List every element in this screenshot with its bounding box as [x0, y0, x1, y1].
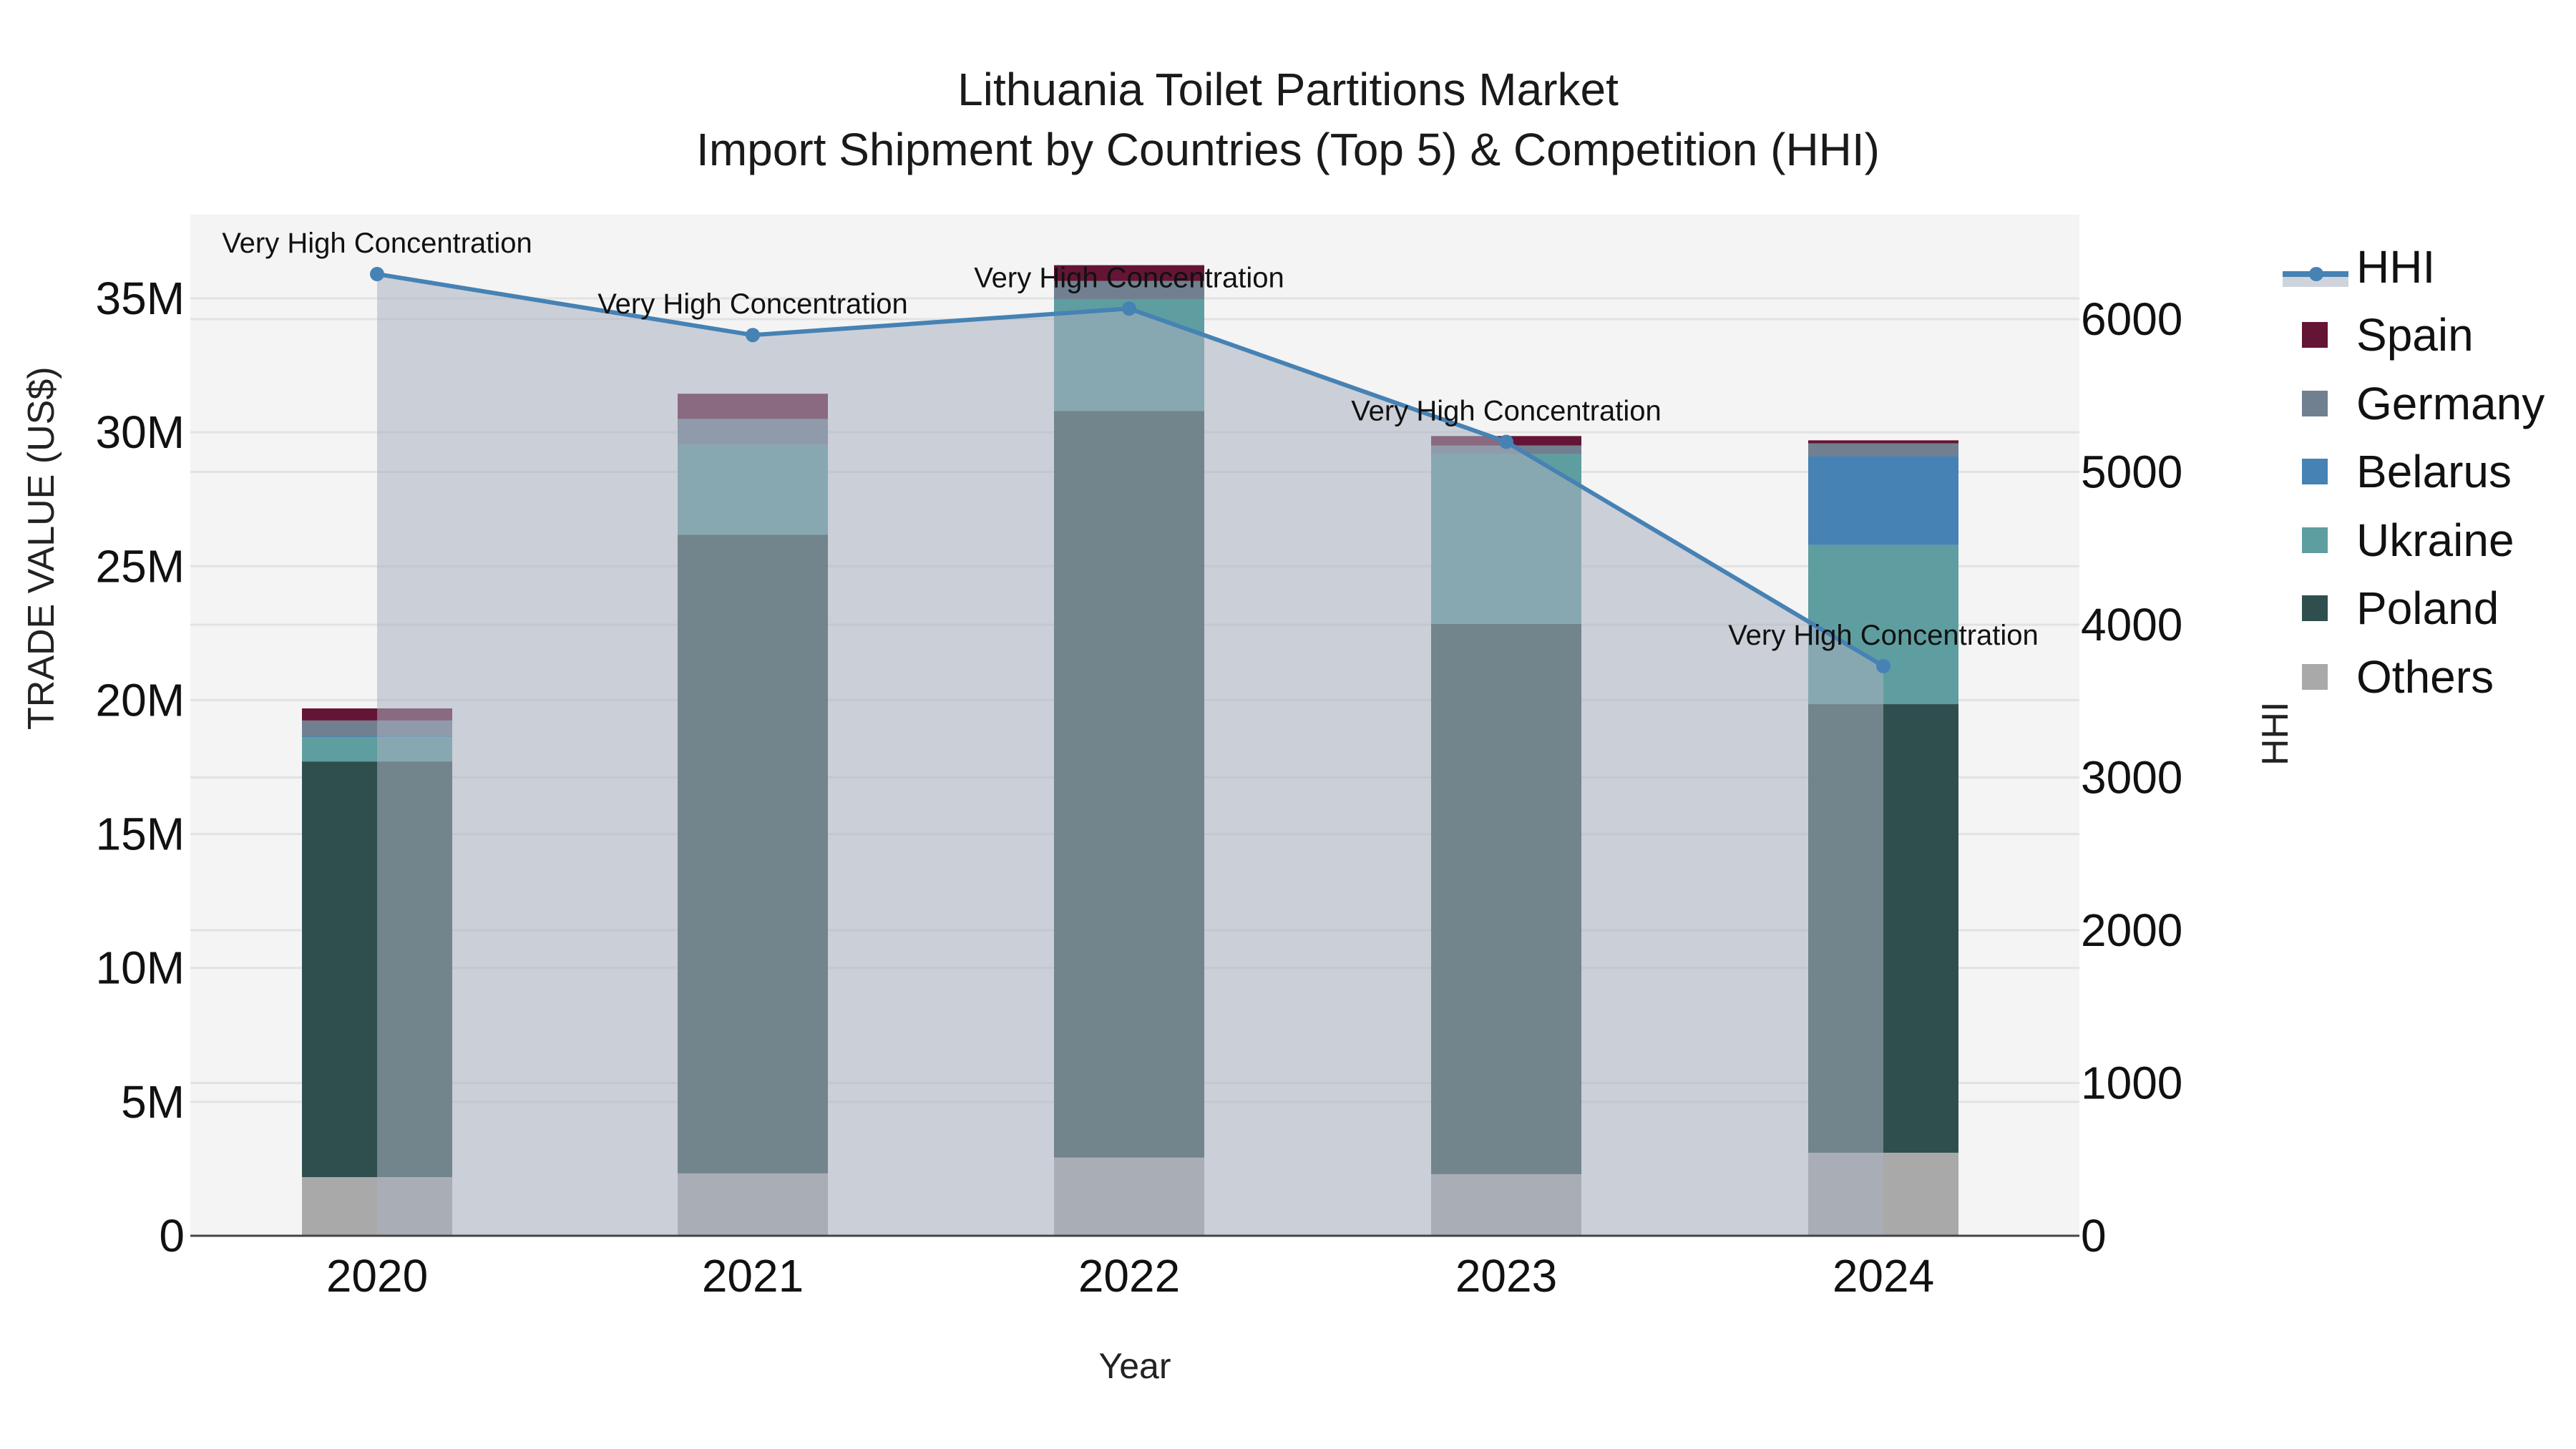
y-right-tick-label: 3000 [2081, 752, 2182, 804]
hhi-point-2023[interactable] [1499, 434, 1513, 449]
square-swatch-icon [2302, 322, 2328, 348]
hhi-point-2021[interactable] [746, 328, 760, 343]
x-tick-label: 2022 [1078, 1250, 1180, 1302]
y-right-tick-label: 0 [2081, 1210, 2107, 1262]
y-right-tick-label: 2000 [2081, 904, 2182, 956]
y-left-tick-label: 25M [96, 540, 185, 592]
hhi-point-2024[interactable] [1876, 658, 1890, 673]
x-axis-ticks: 2020 2021 2022 2023 2024 [326, 1250, 1934, 1302]
x-axis-title: Year [1098, 1346, 1171, 1386]
annotation-2024: Very High Concentration [1728, 620, 2039, 651]
y-axis-left-ticks: 0 5M 10M 15M 20M 25M 30M 35M [96, 273, 185, 1262]
legend-label: Germany [2356, 377, 2545, 429]
bar-segment-germany-2024[interactable] [1808, 443, 1958, 457]
hhi-point-2020[interactable] [370, 267, 384, 282]
x-tick-label: 2023 [1455, 1250, 1557, 1302]
y-left-tick-label: 30M [96, 406, 185, 458]
y-left-tick-label: 35M [96, 273, 185, 324]
bar-segment-spain-2022[interactable] [1054, 265, 1204, 281]
square-swatch-icon [2302, 459, 2328, 485]
x-tick-label: 2021 [702, 1250, 804, 1302]
bar-segment-germany-2022[interactable] [1054, 280, 1204, 300]
bar-segment-spain-2024[interactable] [1808, 440, 1958, 444]
legend-label: Poland [2356, 582, 2499, 635]
legend-label: Spain [2356, 309, 2474, 361]
chart-title: Lithuania Toilet Partitions Market [957, 64, 1619, 115]
y-left-tick-label: 20M [96, 674, 185, 726]
annotation-2020: Very High Concentration [222, 228, 532, 259]
hhi-annotations: Very High Concentration Very High Concent… [222, 228, 2039, 651]
annotation-2022: Very High Concentration [974, 262, 1284, 293]
y-left-tick-label: 10M [96, 942, 185, 994]
y-axis-left-title: TRADE VALUE (US$) [21, 366, 62, 730]
legend-label: Ukraine [2356, 514, 2514, 566]
y-left-tick-label: 15M [96, 809, 185, 860]
y-axis-right-title: HHI [2255, 701, 2296, 766]
legend-label: Belarus [2356, 446, 2512, 498]
legend-label: HHI [2356, 240, 2436, 293]
square-swatch-icon [2302, 390, 2328, 416]
annotation-2023: Very High Concentration [1351, 395, 1662, 426]
hhi-point-2022[interactable] [1122, 301, 1136, 316]
chart-subtitle: Import Shipment by Countries (Top 5) & C… [696, 124, 1880, 175]
legend-label: Others [2356, 650, 2494, 703]
y-right-tick-label: 1000 [2081, 1058, 2182, 1109]
y-right-tick-label: 4000 [2081, 599, 2182, 650]
x-tick-label: 2024 [1833, 1250, 1934, 1302]
annotation-2021: Very High Concentration [597, 288, 908, 320]
y-right-tick-label: 6000 [2081, 293, 2182, 345]
hhi-area-fill [377, 274, 1883, 1236]
square-swatch-icon [2302, 663, 2328, 690]
y-left-tick-label: 5M [121, 1076, 185, 1128]
y-right-tick-label: 5000 [2081, 447, 2182, 498]
y-axis-right-ticks: 0 1000 2000 3000 4000 5000 6000 [2081, 293, 2182, 1262]
hhi-markers [370, 267, 1890, 673]
square-swatch-icon [2302, 527, 2328, 553]
x-tick-label: 2020 [326, 1250, 428, 1302]
y-left-tick-label: 0 [159, 1210, 185, 1262]
square-swatch-icon [2302, 595, 2328, 622]
bar-segment-belarus-2024[interactable] [1808, 456, 1958, 545]
